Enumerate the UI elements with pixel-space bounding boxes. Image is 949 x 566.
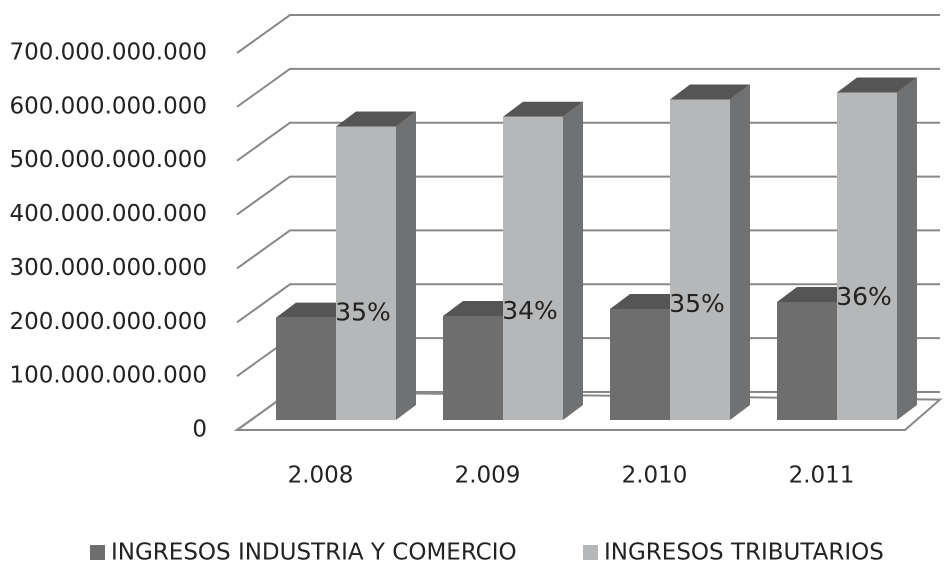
annotation: 35% [335,298,391,327]
grid-line [236,14,940,54]
y-tick-label: 200.000.000.000 [9,309,207,335]
bar-front [610,309,670,420]
y-tick-label: 600.000.000.000 [9,93,207,119]
x-tick-label: 2.010 [622,463,688,489]
x-tick-label: 2.011 [789,463,855,489]
y-tick-label: 300.000.000.000 [9,255,207,281]
legend-label: INGRESOS TRIBUTARIOS [604,540,884,566]
bar-front [503,116,563,420]
y-tick-label: 0 [192,417,207,443]
bar-top [670,84,750,100]
annotation: 34% [502,296,558,325]
bar-side [563,101,583,420]
bar-front [276,317,336,420]
bar [837,77,917,420]
bar-front [336,126,396,420]
bar-side [396,111,416,420]
bar-side [730,84,750,421]
y-tick-label: 100.000.000.000 [9,363,207,389]
bar-front [670,99,730,421]
bar-top [837,77,917,93]
bar [336,111,416,420]
bar [670,84,750,421]
bar-front [443,316,503,420]
y-tick-label: 500.000.000.000 [9,147,207,173]
x-tick-label: 2.008 [288,463,354,489]
y-tick-label: 700.000.000.000 [9,40,207,66]
y-tick-label: 400.000.000.000 [9,201,207,227]
bar-front [777,302,837,420]
legend-swatch [90,545,105,560]
bar-top [503,101,583,117]
annotation: 35% [669,289,725,318]
legend-label: INGRESOS INDUSTRIA Y COMERCIO [111,540,517,566]
bar [503,101,583,420]
bar-front [837,92,897,420]
bar-top [336,111,416,127]
bar-side [897,77,917,420]
legend-swatch [583,545,598,560]
annotation: 36% [836,282,892,311]
grid-line [236,67,940,108]
x-tick-label: 2.009 [455,463,521,489]
